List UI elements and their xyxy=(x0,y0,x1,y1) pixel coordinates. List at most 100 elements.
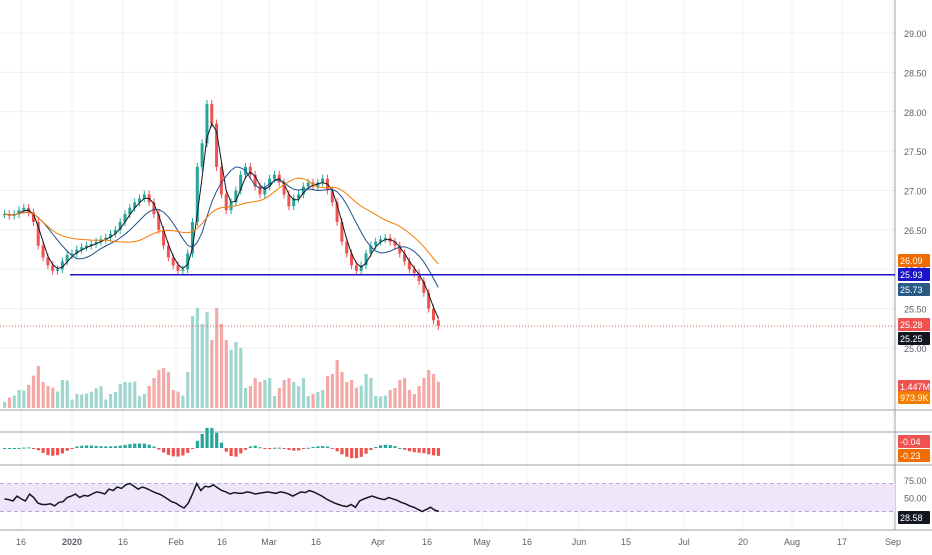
macd-bar xyxy=(94,445,98,448)
macd-badge-label: -0.04 xyxy=(900,437,921,447)
macd-bar xyxy=(350,448,354,459)
candle-body xyxy=(282,182,286,195)
volume-bar xyxy=(219,324,224,408)
macd-bar xyxy=(80,445,84,448)
candle-body xyxy=(186,253,190,270)
x-tick-label: 16 xyxy=(16,537,26,547)
candle-body xyxy=(113,229,117,234)
macd-histogram xyxy=(3,427,440,459)
volume-bar xyxy=(36,366,40,408)
macd-bar xyxy=(84,445,89,448)
macd-bar xyxy=(417,448,421,453)
volume-bar xyxy=(99,386,103,408)
candle-body xyxy=(431,308,435,321)
volume-bar xyxy=(176,391,180,408)
volume-bars xyxy=(3,308,440,408)
volume-bar xyxy=(205,312,209,408)
candle-body xyxy=(75,249,79,254)
price-badge-label: 25.28 xyxy=(900,320,923,330)
x-tick-label: 16 xyxy=(217,537,227,547)
volume-bar xyxy=(316,392,320,408)
macd-bar xyxy=(17,447,21,449)
volume-bar xyxy=(335,360,339,408)
candle-body xyxy=(335,202,339,222)
volume-bar xyxy=(340,372,344,408)
macd-bar xyxy=(374,446,378,448)
volume-bar xyxy=(137,396,142,408)
volume-bar xyxy=(31,375,36,408)
macd-bar xyxy=(277,447,281,449)
y-tick-label: 25.50 xyxy=(904,305,927,315)
x-tick-label: Jul xyxy=(678,537,690,547)
macd-bar xyxy=(176,448,180,457)
macd-bar xyxy=(171,448,175,457)
macd-bar xyxy=(46,448,50,456)
volume-bar xyxy=(166,372,171,408)
candlesticks xyxy=(3,99,440,330)
candle-body xyxy=(306,182,310,187)
volume-bar xyxy=(65,380,69,408)
volume-bar xyxy=(109,394,113,408)
macd-bar xyxy=(263,448,267,449)
volume-bar xyxy=(350,380,354,408)
volume-bar xyxy=(248,386,253,408)
y-tick-label: 29.00 xyxy=(904,29,927,39)
candle-body xyxy=(354,265,358,271)
candle-body xyxy=(46,257,50,266)
volume-bar xyxy=(427,370,431,408)
volume-badge-label: 1.447M xyxy=(900,382,930,392)
volume-bar xyxy=(75,394,79,408)
volume-bar xyxy=(152,378,156,408)
candle-body xyxy=(109,233,113,238)
candle-body xyxy=(292,198,296,207)
price-badge-label: 25.73 xyxy=(900,285,923,295)
volume-bar xyxy=(210,340,214,408)
y-tick-label: 25.00 xyxy=(904,344,927,354)
candle-body xyxy=(301,186,305,195)
volume-bar xyxy=(422,378,426,408)
x-tick-label: Mar xyxy=(261,537,277,547)
volume-bar xyxy=(378,396,383,408)
macd-bar xyxy=(157,448,161,450)
volume-bar xyxy=(321,390,325,408)
candle-body xyxy=(210,103,214,124)
volume-bar xyxy=(3,402,7,408)
candle-body xyxy=(118,222,122,230)
y-tick-label: 28.50 xyxy=(904,68,927,78)
candle-body xyxy=(219,166,223,195)
volume-bar xyxy=(277,388,281,408)
macd-bar xyxy=(383,444,387,448)
volume-bar xyxy=(239,348,243,408)
candle-body xyxy=(345,241,349,254)
macd-bar xyxy=(113,446,118,448)
macd-bar xyxy=(340,448,344,455)
volume-bar xyxy=(142,394,146,408)
volume-bar xyxy=(133,381,137,408)
candle-body xyxy=(407,261,411,270)
candle-body xyxy=(297,194,301,199)
candle-body xyxy=(393,241,397,246)
x-tick-label: 20 xyxy=(738,537,748,547)
candle-body xyxy=(258,186,262,195)
volume-bar xyxy=(12,395,16,408)
volume-bar xyxy=(436,381,440,408)
candle-body xyxy=(330,190,334,203)
x-tick-label: Jun xyxy=(572,537,587,547)
volume-bar xyxy=(272,396,277,408)
x-tick-label: 2020 xyxy=(62,537,82,547)
candle-body xyxy=(152,202,156,215)
candle-body xyxy=(224,194,228,211)
candle-body xyxy=(263,186,267,195)
support-line xyxy=(0,274,895,327)
y-tick-label: 27.00 xyxy=(904,187,927,197)
price-badge-label: 25.93 xyxy=(900,270,923,280)
volume-bar xyxy=(46,386,50,408)
macd-bar xyxy=(51,448,55,456)
volume-bar xyxy=(417,386,421,408)
x-tick-label: Sep xyxy=(885,537,901,547)
macd-bar xyxy=(205,427,209,448)
candle-body xyxy=(176,265,180,271)
volume-bar xyxy=(268,378,272,408)
macd-bar xyxy=(224,448,228,452)
x-tick-label: Feb xyxy=(168,537,184,547)
